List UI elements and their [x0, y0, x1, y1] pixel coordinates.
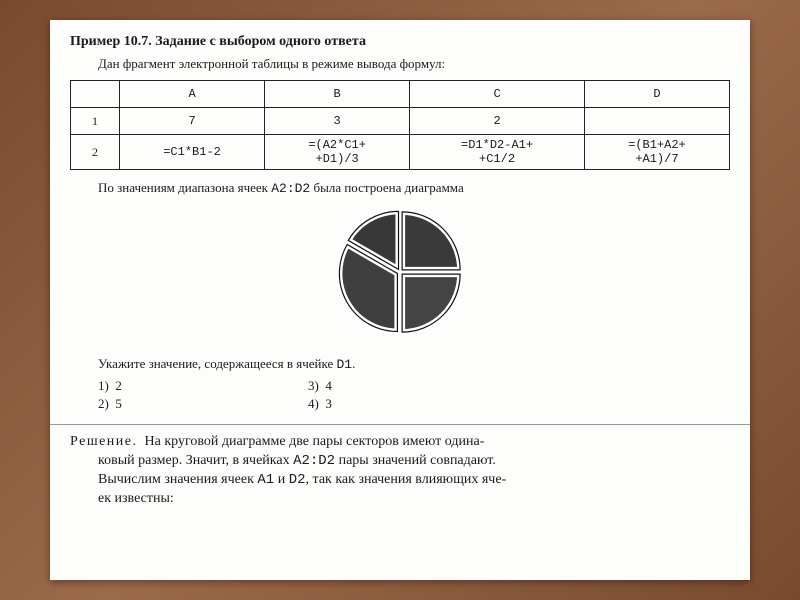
sol-g: ек известны:	[98, 491, 174, 506]
opt-val-2: 5	[115, 396, 122, 411]
row-1: 1 7 3 2	[71, 108, 730, 135]
question-b: .	[352, 356, 355, 371]
opt-num-4: 4)	[308, 396, 319, 411]
sol-e: и	[274, 472, 289, 487]
sol-f: , так как значения влияющих яче-	[306, 472, 507, 487]
pie-chart-wrap	[70, 202, 730, 346]
range-1: A2:D2	[271, 181, 310, 196]
option-2: 2) 5	[98, 396, 308, 412]
cell-C2: =D1*D2-A1+ +C1/2	[410, 135, 585, 170]
cell-ref-A1: A1	[257, 472, 274, 488]
range-2: A2:D2	[293, 453, 335, 469]
opt-val-1: 2	[115, 378, 122, 393]
sol-c: пары значений совпадают.	[335, 453, 496, 468]
diagram-intro: По значениям диапазона ячеек A2:D2 была …	[98, 180, 730, 196]
cell-C1: 2	[410, 108, 585, 135]
answers-col-1: 1) 2 2) 5	[98, 378, 308, 414]
document-page: Пример 10.7. Задание с выбором одного от…	[50, 20, 750, 580]
corner-cell	[71, 81, 120, 108]
cell-D1	[584, 108, 729, 135]
opt-val-3: 4	[325, 378, 332, 393]
opt-num-3: 3)	[308, 378, 319, 393]
row-2: 2 =C1*B1-2 =(A2*C1+ +D1)/3 =D1*D2-A1+ +C…	[71, 135, 730, 170]
section-divider	[50, 424, 750, 425]
answers-col-2: 3) 4 4) 3	[308, 378, 518, 414]
cell-B2: =(A2*C1+ +D1)/3	[265, 135, 410, 170]
solution-head: Решение.	[70, 434, 138, 449]
para1-a: По значениям диапазона ячеек	[98, 180, 271, 195]
header-row: A B C D	[71, 81, 730, 108]
col-A: A	[120, 81, 265, 108]
row-head-1: 1	[71, 108, 120, 135]
cell-ref-D2: D2	[289, 472, 306, 488]
opt-num-2: 2)	[98, 396, 109, 411]
row-head-2: 2	[71, 135, 120, 170]
question-a: Укажите значение, содержащееся в ячейке	[98, 356, 336, 371]
subtitle: Дан фрагмент электронной таблицы в режим…	[98, 56, 730, 72]
col-C: C	[410, 81, 585, 108]
option-3: 3) 4	[308, 378, 518, 394]
para1-b: была построена диаграмма	[310, 180, 463, 195]
solution: Решение. На круговой диаграмме две пары …	[70, 433, 730, 509]
opt-num-1: 1)	[98, 378, 109, 393]
cell-A1: 7	[120, 108, 265, 135]
pie-chart	[330, 202, 470, 342]
option-1: 1) 2	[98, 378, 308, 394]
option-4: 4) 3	[308, 396, 518, 412]
cell-A2: =C1*B1-2	[120, 135, 265, 170]
col-B: B	[265, 81, 410, 108]
sol-a: На круговой диаграмме две пары секторов …	[145, 434, 485, 449]
question: Укажите значение, содержащееся в ячейке …	[98, 356, 730, 372]
sol-b: ковый размер. Значит, в ячейках	[98, 453, 293, 468]
spreadsheet-table: A B C D 1 7 3 2 2 =C1*B1-2 =(A2*C1+ +D1)…	[70, 80, 730, 170]
example-title: Пример 10.7. Задание с выбором одного от…	[70, 34, 730, 50]
cell-D2: =(B1+A2+ +A1)/7	[584, 135, 729, 170]
answer-options: 1) 2 2) 5 3) 4 4) 3	[98, 378, 518, 414]
cell-B1: 3	[265, 108, 410, 135]
cell-ref-D1: D1	[336, 357, 352, 372]
sol-d: Вычислим значения ячеек	[98, 472, 257, 487]
col-D: D	[584, 81, 729, 108]
opt-val-4: 3	[325, 396, 332, 411]
